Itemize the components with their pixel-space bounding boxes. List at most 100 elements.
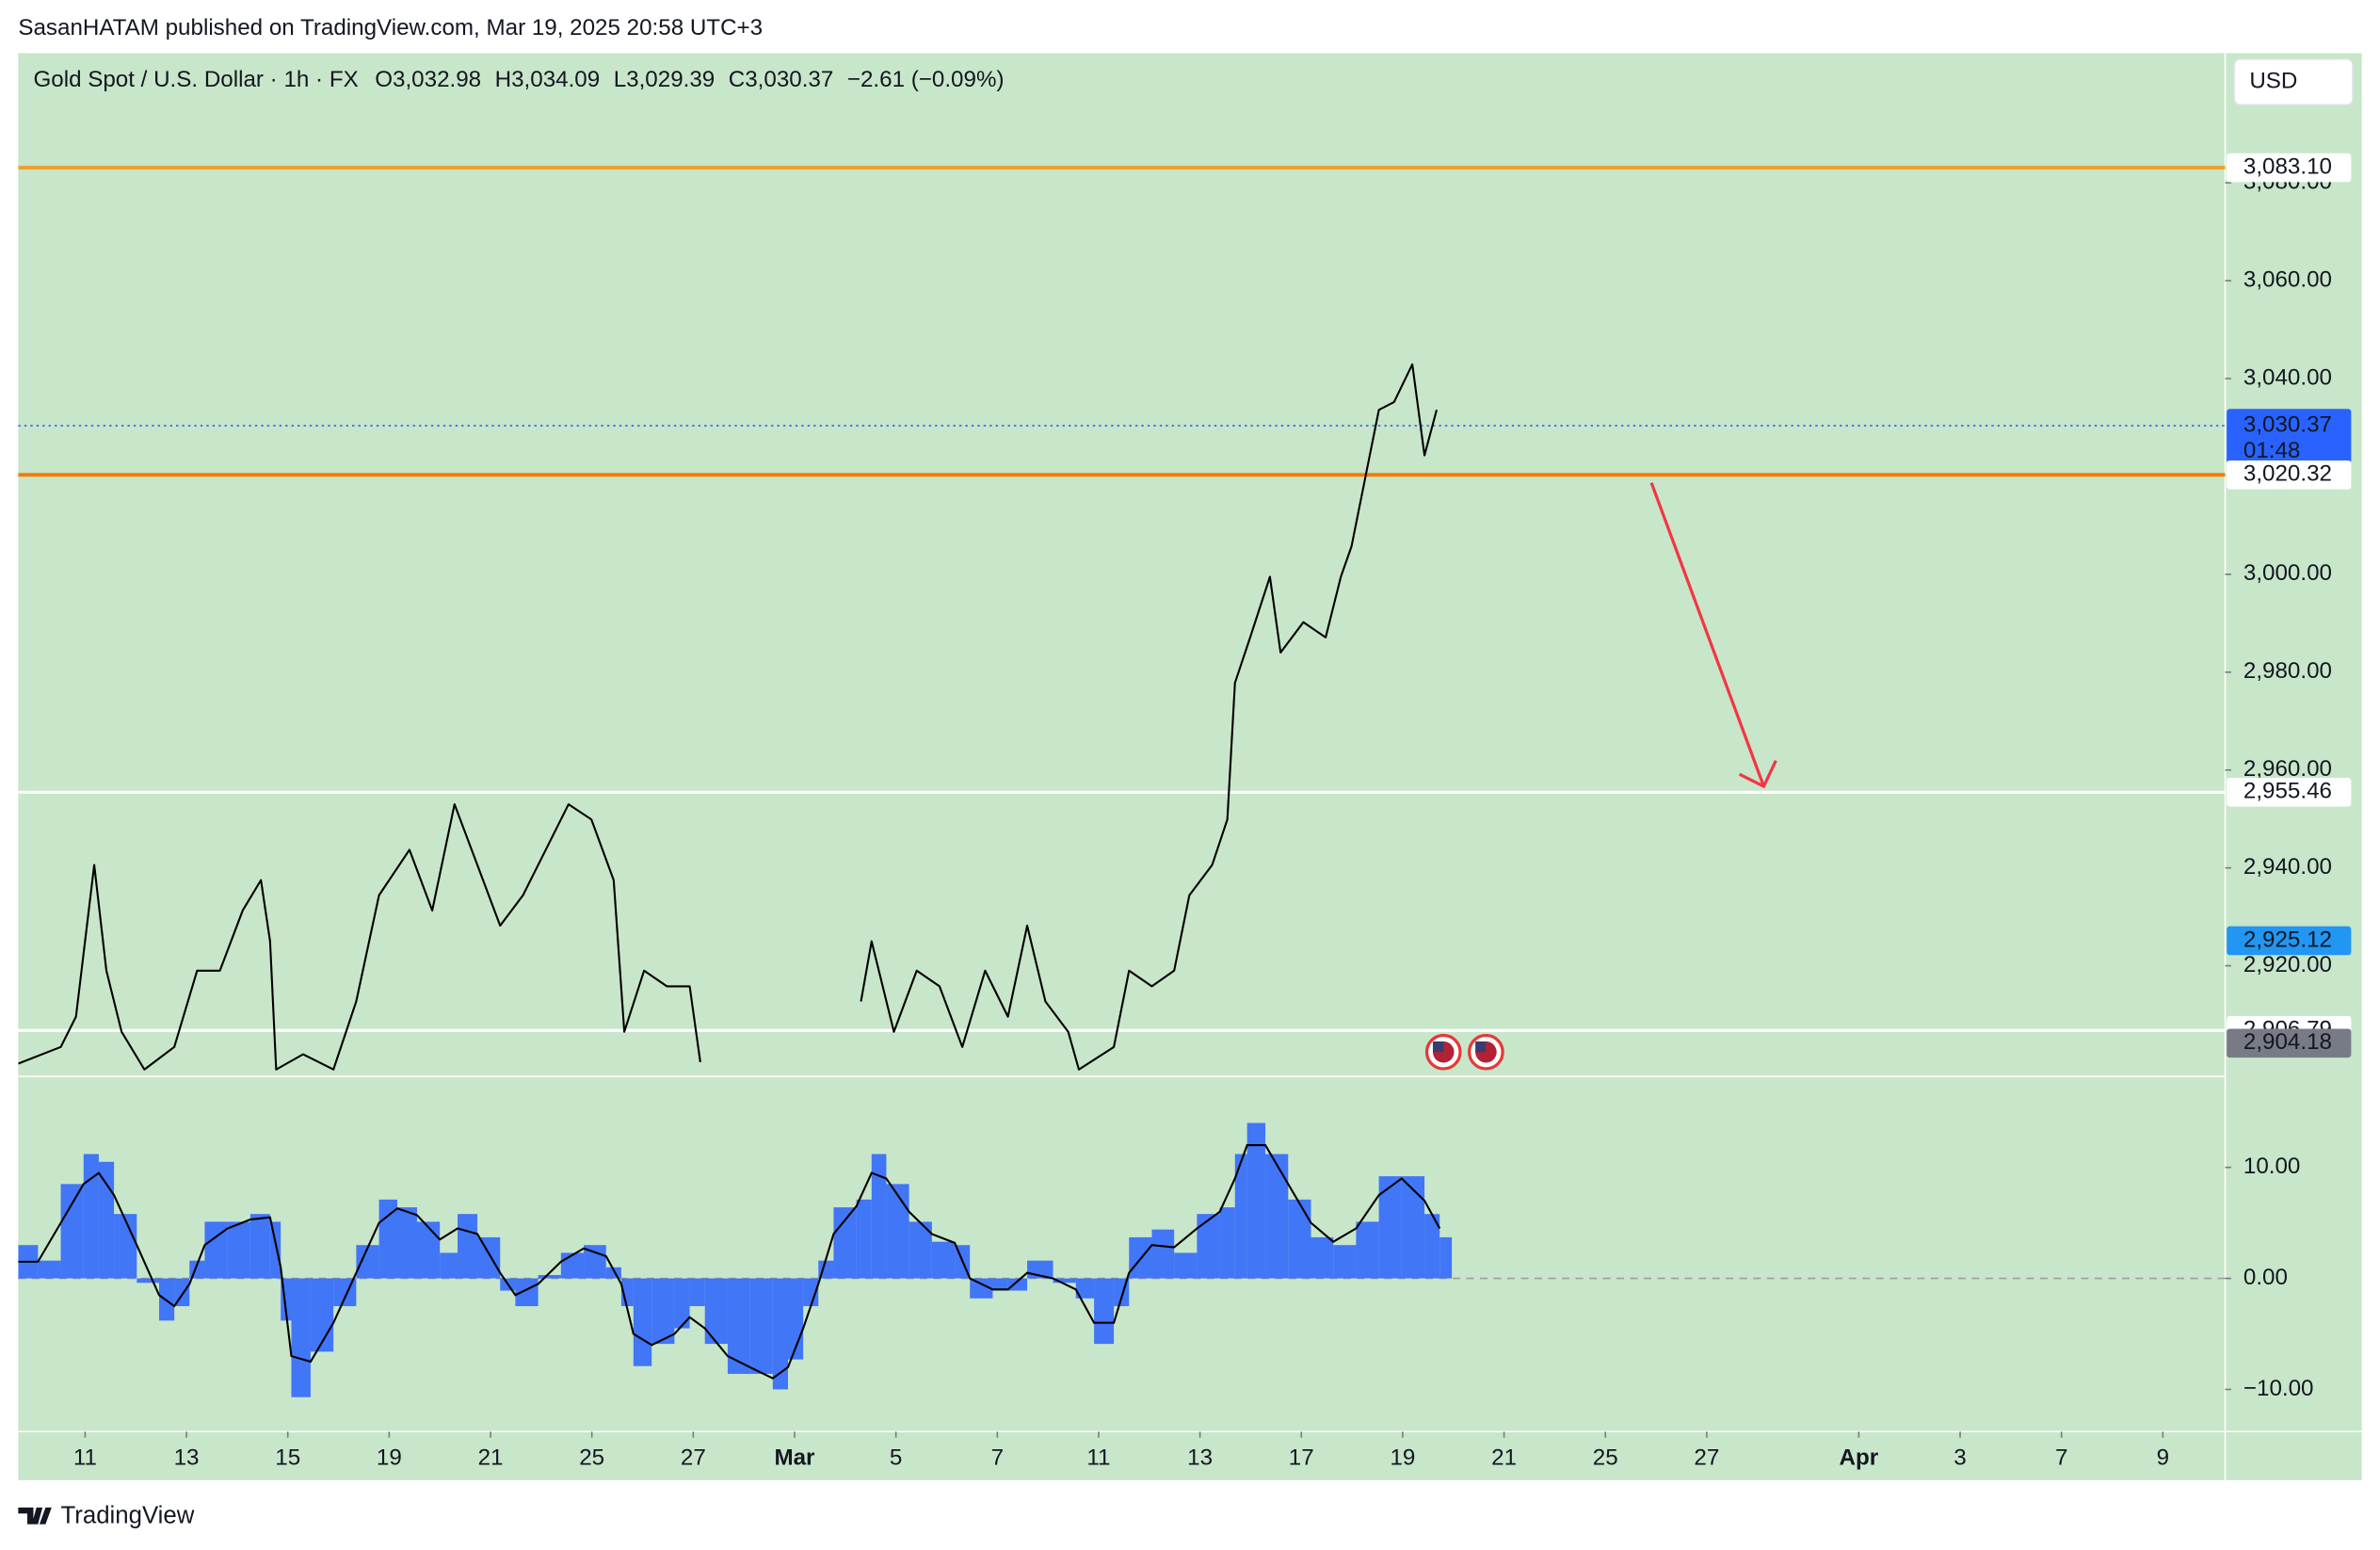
x-tick-label: 19 [1390,1445,1415,1471]
histogram-bar [1075,1278,1095,1299]
histogram-bar [1197,1214,1220,1279]
flag-canton [1432,1041,1444,1053]
histogram-bar [856,1199,872,1279]
x-tick-label: Apr [1840,1445,1879,1471]
histogram-bar [1356,1221,1379,1279]
x-tick-label: 25 [1593,1445,1618,1471]
histogram-bar [1424,1214,1440,1279]
histogram-bar [871,1154,887,1279]
price-marker-label: 3,083.10 [2243,153,2332,179]
y-tick-label: 0.00 [2243,1265,2288,1290]
histogram-bar [1311,1236,1334,1279]
ohlc-value: O3,032.98 [375,67,481,92]
price-marker [2227,460,2352,490]
footer-brand: TradingView [60,1502,194,1528]
price-marker-label: 2,904.18 [2243,1029,2332,1055]
histogram-bar [1401,1176,1425,1279]
histogram-bar [1094,1278,1115,1345]
histogram-bar [749,1278,773,1374]
histogram-bar [605,1267,621,1279]
x-tick-label: 15 [275,1445,300,1471]
y-tick-label: 10.00 [2243,1154,2301,1179]
event-icons [1424,1033,1504,1071]
ohlc-value: L3,029.39 [614,67,716,92]
histogram-bar [833,1207,857,1279]
oscillator-pane [18,1122,1453,1397]
histogram-bar [269,1221,281,1279]
symbol-title: Gold Spot / U.S. Dollar · 1h · FX [33,67,358,92]
histogram-bar [83,1154,99,1279]
x-tick-label: 13 [174,1445,200,1471]
price-marker-label: 2,925.12 [2243,927,2332,952]
histogram-bar [992,1278,1008,1291]
histogram-bar [227,1221,250,1279]
ohlc-value: H3,034.09 [495,67,601,92]
histogram-bar [98,1161,115,1279]
histogram-bar [137,1278,159,1284]
x-tick-label: 27 [681,1445,706,1471]
currency-label[interactable]: USD [2249,68,2297,93]
histogram-bar [440,1252,458,1279]
histogram-bar [60,1184,84,1279]
y-tick-label: 3,040.00 [2243,364,2332,390]
tradingview-logo: TradingView [18,1502,195,1528]
x-tick-label: 7 [991,1445,1004,1471]
histogram-bar [1219,1207,1235,1279]
histogram-bar [1053,1278,1076,1284]
histogram-bar [291,1278,311,1397]
price-marker [2227,153,2352,183]
x-tick-label: Mar [774,1445,815,1471]
histogram-bar [803,1278,819,1307]
y-tick-label: 2,960.00 [2243,756,2332,782]
x-tick-label: 13 [1187,1445,1213,1471]
histogram-bar [633,1278,652,1366]
histogram-bar [477,1236,501,1279]
x-tick-label: 9 [2157,1445,2169,1471]
annotation-arrow [1649,482,1765,787]
histogram-bar [704,1278,728,1345]
price-marker [2227,409,2352,464]
histogram-bar [458,1214,478,1279]
x-tick-label: 5 [890,1445,902,1471]
y-tick-label: −10.00 [2243,1376,2314,1401]
histogram-bar [772,1278,788,1390]
x-tick-label: 3 [1954,1445,1966,1471]
y-tick-label: 2,940.00 [2243,854,2332,880]
histogram-bar [114,1214,137,1279]
histogram-bar [515,1278,539,1307]
histogram-bar [727,1278,750,1374]
histogram-bar [310,1278,334,1352]
y-tick-label: 2,980.00 [2243,658,2332,684]
x-tick-label: 25 [579,1445,604,1471]
price-line [18,363,1439,1071]
histogram-bar [1265,1154,1289,1279]
histogram-bar [356,1245,379,1279]
ohlc-value: −2.61 (−0.09%) [847,67,1005,92]
x-tick-label: 19 [377,1445,402,1471]
x-tick-label: 17 [1289,1445,1314,1471]
histogram-bar [1246,1122,1266,1279]
histogram-bar [651,1278,675,1345]
annotation-arrowhead [1738,759,1777,789]
flag-canton [1475,1041,1487,1053]
currency-button[interactable] [2233,58,2354,106]
histogram-bar [886,1184,909,1279]
histogram-bar [538,1275,561,1279]
histogram-bar [1007,1278,1028,1291]
x-tick-label: 7 [2055,1445,2067,1471]
histogram-bar [1151,1229,1175,1279]
ohlc-value: C3,030.37 [729,67,834,92]
logo-mark [18,1507,52,1525]
histogram-bar [1174,1252,1198,1279]
price-countdown: 01:48 [2243,438,2301,463]
histogram-bar [38,1260,61,1279]
price-marker-label: 2,955.46 [2243,779,2332,804]
histogram-bar [689,1278,705,1307]
x-tick-label: 11 [73,1445,97,1471]
histogram-bar [249,1214,270,1279]
histogram-bar [1439,1236,1453,1279]
x-tick-label: 11 [1086,1445,1110,1471]
x-tick-label: 21 [478,1445,504,1471]
